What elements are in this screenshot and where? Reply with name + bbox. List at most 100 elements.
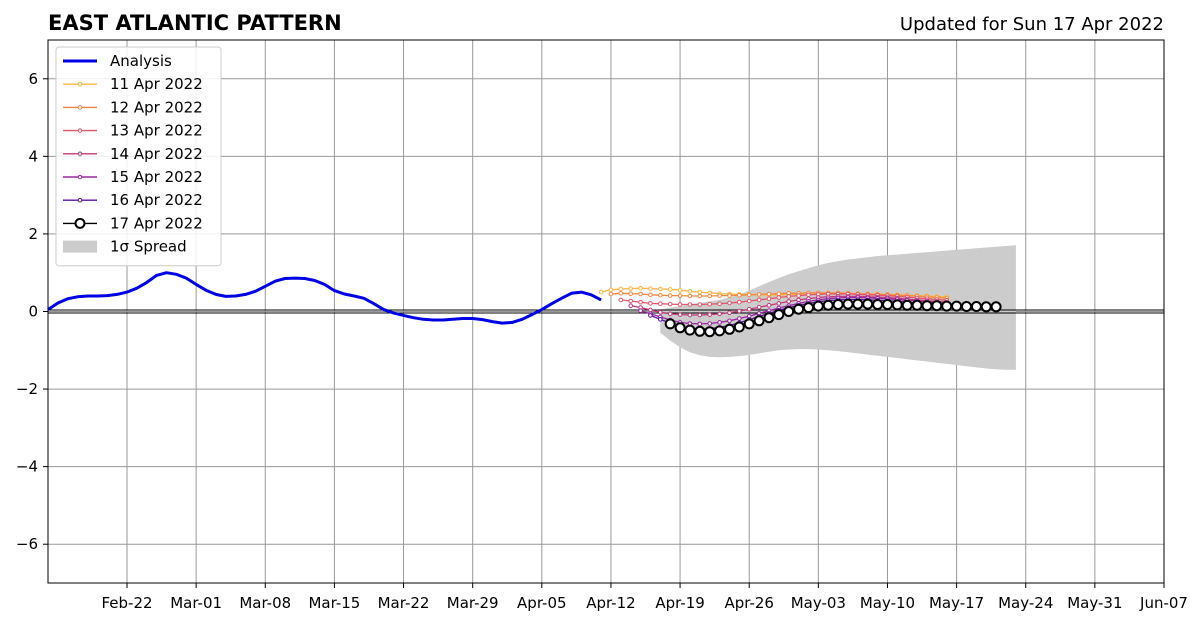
forecast-point [694, 325, 706, 337]
legend-marker [77, 128, 83, 133]
forecast-point [707, 293, 713, 299]
forecast-point [658, 286, 663, 292]
legend-swatch [63, 240, 97, 253]
forecast-point [776, 301, 782, 306]
x-tick-label: May-31 [1067, 594, 1122, 612]
forecast-point [921, 300, 933, 312]
legend-marker [77, 81, 83, 87]
forecast-point [763, 312, 775, 324]
legend-entry: 1σ Spread [63, 238, 187, 256]
forecast-point [717, 320, 722, 325]
forecast-point [667, 311, 673, 317]
forecast-point [773, 309, 785, 321]
forecast-point [753, 315, 765, 327]
forecast-point [842, 298, 854, 310]
forecast-layer [598, 285, 1002, 338]
forecast-point [674, 322, 686, 334]
forecast-point [766, 303, 772, 308]
forecast-point [812, 300, 824, 312]
x-tick-label: Mar-29 [447, 594, 499, 612]
legend-entry: 17 Apr 2022 [63, 214, 203, 232]
y-tick-label: 2 [28, 225, 38, 243]
y-tick-label: −2 [16, 380, 38, 398]
forecast-point [737, 292, 742, 298]
legend-marker [77, 174, 83, 180]
forecast-point [667, 293, 673, 298]
forecast-point [746, 306, 752, 312]
plot-frame [47, 39, 1165, 584]
x-tick-label: Mar-01 [170, 594, 222, 612]
forecast-point [667, 301, 673, 307]
forecast-point [628, 298, 634, 304]
axes-layer: Feb-22 Mar-01 Mar-08 Mar-15 Mar-22 Mar-29 Apr-… [16, 39, 1188, 612]
x-tick-label: May-10 [860, 594, 915, 612]
forecast-point [737, 299, 742, 305]
legend-box [55, 46, 222, 267]
forecast-point [677, 312, 683, 317]
forecast-point [677, 293, 683, 298]
chart-title: EAST ATLANTIC PATTERN [48, 11, 342, 35]
x-tick-label: May-03 [791, 594, 846, 612]
legend-marker [77, 151, 83, 157]
x-tick-label: Apr-26 [724, 594, 774, 612]
legend-label: 1σ Spread [110, 238, 187, 256]
forecast-point [684, 324, 696, 336]
forecast-point [961, 301, 972, 312]
forecast-point [658, 301, 663, 307]
forecast-point [697, 293, 703, 299]
forecast-point [990, 301, 1002, 313]
forecast-point [951, 300, 963, 312]
forecast-point [727, 310, 732, 316]
forecast-point [796, 293, 801, 298]
forecast-point [756, 292, 762, 297]
legend-label: 11 Apr 2022 [110, 75, 203, 93]
y-tick-label: −4 [16, 458, 38, 476]
forecast-point [724, 323, 735, 335]
forecast-point [756, 297, 762, 303]
forecast-point [803, 302, 814, 314]
forecast-point [658, 317, 663, 322]
forecast-point [970, 301, 982, 312]
forecast-point [776, 295, 782, 300]
forecast-point [618, 286, 624, 292]
forecast-point [727, 318, 732, 324]
forecast-series [618, 291, 950, 307]
forecast-point [618, 291, 624, 296]
forecast-point [737, 308, 742, 314]
forecast-point [687, 302, 693, 307]
forecast-point [707, 301, 713, 307]
forecast-point [667, 287, 673, 292]
forecast-point [707, 321, 713, 326]
forecast-series [664, 298, 1002, 338]
legend-entry: 14 Apr 2022 [63, 145, 203, 163]
forecast-point [648, 307, 653, 313]
x-tick-label: Mar-22 [378, 594, 430, 612]
legend-label: 12 Apr 2022 [110, 98, 203, 116]
forecast-point [697, 321, 703, 327]
forecast-point [717, 293, 722, 298]
x-tick-label: Apr-05 [517, 594, 567, 612]
forecast-point [638, 291, 643, 297]
forecast-point [786, 294, 792, 299]
forecast-point [743, 318, 755, 330]
forecast-point [687, 312, 693, 318]
forecast-point [756, 304, 762, 310]
forecast-point [766, 296, 772, 302]
forecast-line [620, 293, 947, 306]
y-tick-label: 6 [28, 70, 38, 88]
forecast-point [822, 299, 834, 311]
y-tick-label: −6 [16, 535, 38, 553]
forecast-point [687, 289, 693, 294]
x-tick-label: Apr-12 [586, 594, 636, 612]
legend-label: 14 Apr 2022 [110, 145, 203, 163]
x-tick-label: May-24 [998, 594, 1053, 612]
forecast-point [598, 289, 604, 295]
forecast-point [872, 299, 884, 310]
forecast-point [677, 287, 683, 293]
forecast-point [862, 298, 874, 310]
forecast-point [677, 302, 683, 307]
forecast-point [638, 299, 643, 305]
forecast-point [648, 286, 653, 291]
forecast-point [618, 297, 624, 303]
analysis-layer [47, 271, 602, 325]
